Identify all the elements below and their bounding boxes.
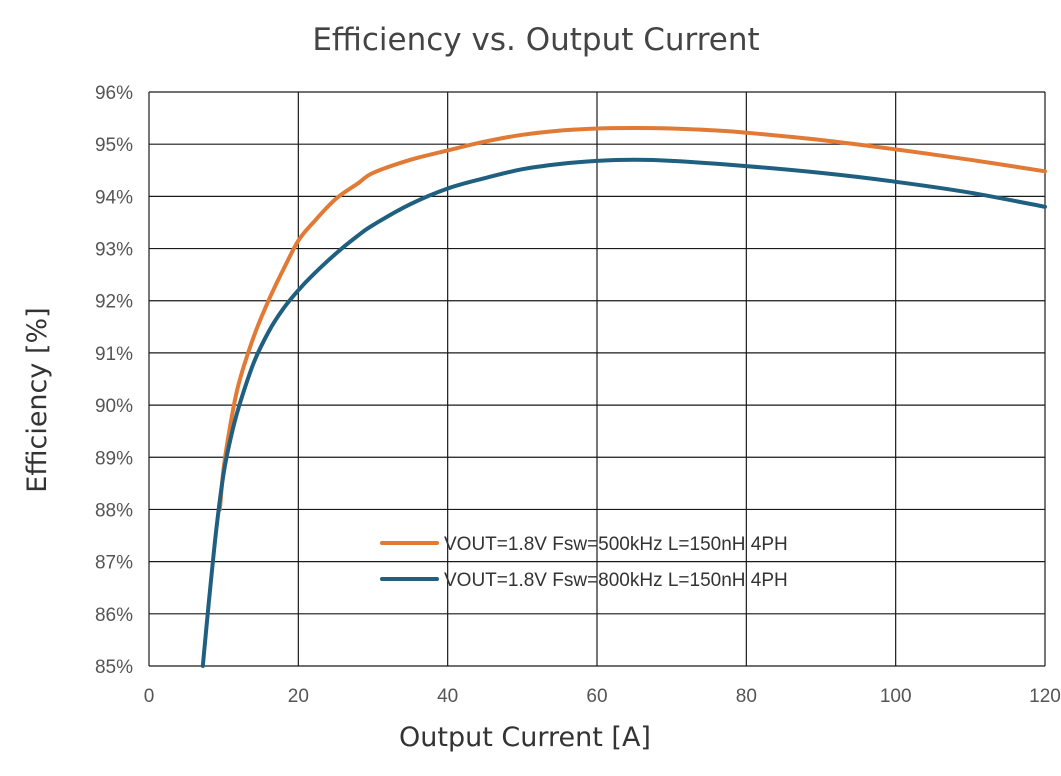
- y-tick-label: 85%: [95, 657, 133, 678]
- x-tick-label: 20: [288, 686, 309, 707]
- series-lines: [200, 126, 1047, 668]
- y-tick-label: 94%: [95, 187, 133, 208]
- x-tick-label: 100: [880, 686, 912, 707]
- x-tick-label: 0: [144, 686, 155, 707]
- chart-title: Efficiency vs. Output Current: [312, 22, 759, 58]
- y-tick-label: 87%: [95, 553, 133, 574]
- grid: [148, 91, 1046, 667]
- y-tick-label: 90%: [95, 396, 133, 417]
- x-tick-label: 80: [736, 686, 757, 707]
- y-tick-label: 92%: [95, 292, 133, 313]
- x-axis-ticks: 0 20 40 60 80 100 120: [144, 686, 1061, 707]
- series-line-800khz: [200, 157, 1047, 668]
- legend: VOUT=1.8V Fsw=500kHz L=150nH 4PH VOUT=1.8…: [380, 534, 788, 591]
- x-tick-label: 120: [1029, 686, 1061, 707]
- y-tick-label: 89%: [95, 448, 133, 469]
- x-axis-label: Output Current [A]: [399, 722, 651, 753]
- x-tick-label: 60: [586, 686, 607, 707]
- y-tick-label: 91%: [95, 344, 133, 365]
- y-axis-label: Efficiency [%]: [22, 307, 53, 492]
- y-tick-label: 93%: [95, 240, 133, 261]
- legend-label: VOUT=1.8V Fsw=500kHz L=150nH 4PH: [444, 534, 788, 555]
- y-tick-label: 95%: [95, 135, 133, 156]
- y-tick-label: 86%: [95, 605, 133, 626]
- legend-label: VOUT=1.8V Fsw=800kHz L=150nH 4PH: [444, 570, 788, 591]
- x-tick-label: 40: [437, 686, 458, 707]
- series-line-500khz: [217, 126, 1047, 512]
- y-tick-label: 96%: [95, 83, 133, 104]
- y-axis-ticks: 85% 86% 87% 88% 89% 90% 91% 92% 93% 94% 95% 96%: [95, 83, 133, 678]
- y-tick-label: 88%: [95, 500, 133, 521]
